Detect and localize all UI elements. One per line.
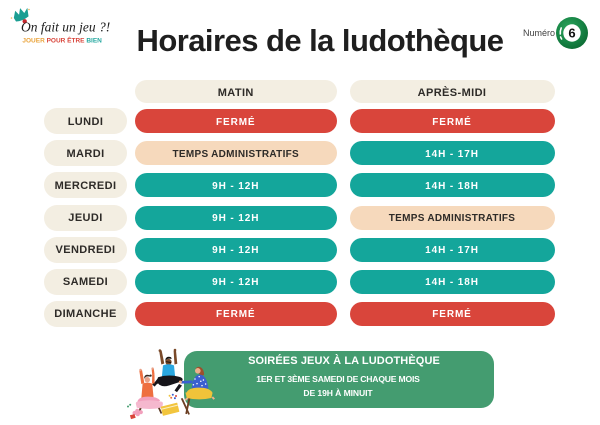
- svg-text:6: 6: [568, 26, 575, 41]
- svg-text:On fait un jeu ?!: On fait un jeu ?!: [21, 20, 110, 35]
- svg-text:JOUER POUR ÊTRE BIEN: JOUER POUR ÊTRE BIEN: [22, 36, 102, 45]
